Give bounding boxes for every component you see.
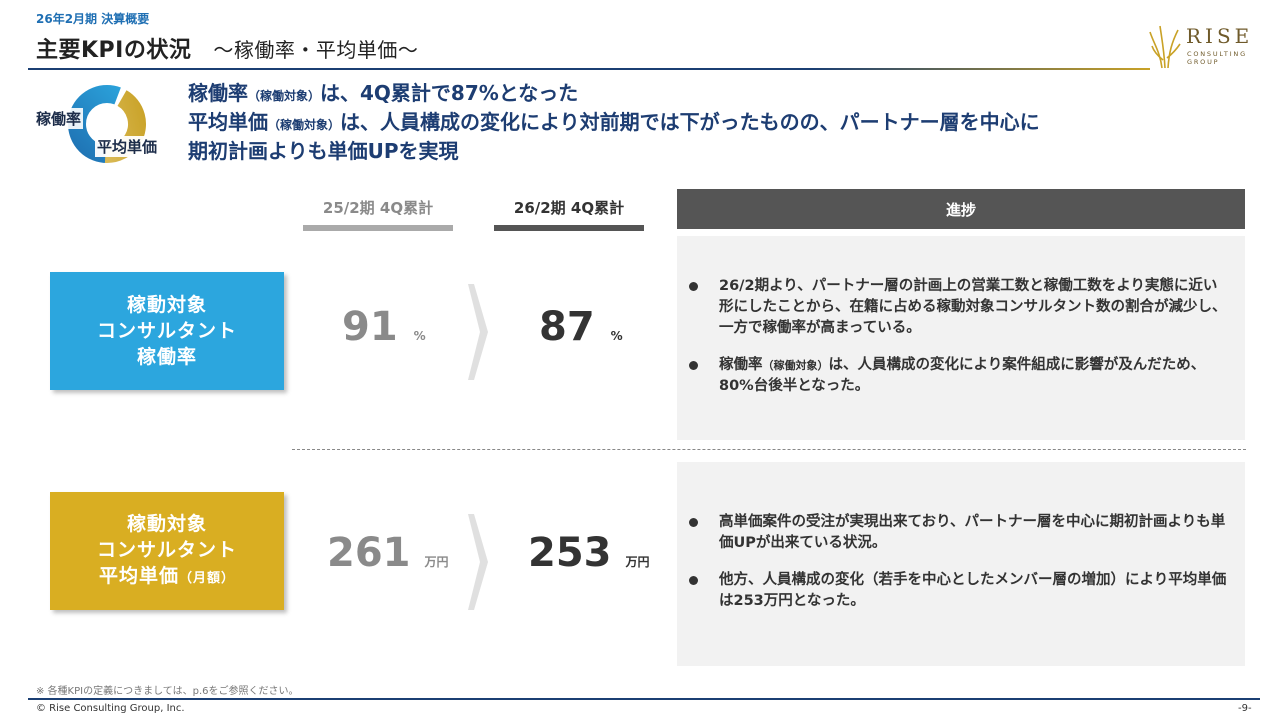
kpi1-bullet-2-b: は、人員構成の変化により案件組成に影響が及んだため、80%台後半となった。 [719, 357, 1206, 394]
kpi1-bullet-2-a: 稼働率 [719, 357, 763, 373]
kpi1-curr-number: 87 [539, 304, 595, 350]
column-header-prev: 25/2期 4Q累計 [322, 199, 434, 217]
kpi1-label-line1: 稼動対象 [126, 294, 207, 316]
footer-rule [28, 698, 1260, 700]
headline-line-1: 稼働率（稼働対象）は、4Q累計で87%となった [188, 80, 1040, 109]
copyright: © Rise Consulting Group, Inc. [36, 703, 185, 714]
logo-subtext-line1: CONSULTING [1187, 50, 1247, 58]
kpi2-prev-unit: 万円 [424, 555, 449, 569]
headline-1b: は、4Q累計で87%となった [320, 81, 579, 105]
kpi2-curr-unit: 万円 [625, 555, 650, 569]
headline-2-small: （稼働対象） [268, 118, 341, 132]
kpi2-bullet-1-text: 高単価案件の受注が実現出来ており、パートナー層を中心に期初計画よりも単価UPが出… [719, 514, 1226, 551]
column-header-progress: 進捗 [677, 189, 1245, 229]
kpi2-curr-number: 253 [528, 530, 612, 576]
kpi1-bullet-1: 26/2期より、パートナー層の計画上の営業工数と稼働工数をより実態に近い形にした… [677, 276, 1231, 339]
kpi-label-unit-price: 稼動対象 コンサルタント 平均単価（月額） [50, 492, 284, 610]
logo-subtext-line2: GROUP [1187, 58, 1220, 66]
page-title: 主要KPIの状況 ～稼働率・平均単価～ [36, 32, 418, 64]
kpi2-label-line1: 稼動対象 [126, 512, 207, 535]
kpi1-bullet-1-text: 26/2期より、パートナー層の計画上の営業工数と稼働工数をより実態に近い形にした… [719, 278, 1227, 336]
kpi2-label-line3-small: （月額） [178, 570, 235, 586]
kpi1-curr-unit: % [610, 329, 623, 343]
rise-logo-icon [1149, 25, 1181, 69]
kpi2-bullet-2: 他方、人員構成の変化（若手を中心としたメンバー層の増加）により平均単価は253万… [677, 570, 1231, 612]
section-kicker: 26年2月期 決算概要 [36, 12, 150, 26]
headline-1a: 稼働率 [188, 81, 248, 105]
kpi2-label-line3: 平均単価（月額） [97, 563, 237, 592]
page-subtitle: ～稼働率・平均単価～ [213, 38, 419, 62]
headline-line-2: 平均単価（稼働対象）は、人員構成の変化により対前期では下がったものの、パートナー… [188, 109, 1040, 138]
kpi2-bullets: 高単価案件の受注が実現出来ており、パートナー層を中心に期初計画よりも単価UPが出… [677, 512, 1245, 612]
logo-wordmark: RISE [1186, 24, 1254, 48]
summary-headline: 稼働率（稼働対象）は、4Q累計で87%となった 平均単価（稼働対象）は、人員構成… [188, 80, 1040, 164]
kpi-label-utilization: 稼動対象 コンサルタント 稼働率 [50, 272, 284, 390]
kpi1-progress-panel: 26/2期より、パートナー層の計画上の営業工数と稼働工数をより実態に近い形にした… [677, 236, 1245, 440]
headline-2a: 平均単価 [188, 110, 268, 134]
arrow-right-icon [468, 514, 488, 610]
page-title-main: 主要KPIの状況 [36, 38, 192, 63]
kpi2-label-line2: コンサルタント [96, 538, 237, 561]
kpi1-bullets: 26/2期より、パートナー層の計画上の営業工数と稼働工数をより実態に近い形にした… [677, 276, 1245, 397]
kpi2-bullet-2-text: 他方、人員構成の変化（若手を中心としたメンバー層の増加）により平均単価は253万… [719, 572, 1227, 609]
header-rule [28, 68, 1150, 70]
kpi1-prev-unit: % [413, 329, 426, 343]
column-bar-curr [494, 225, 644, 231]
arrow-right-icon [468, 284, 488, 380]
headline-line-3: 期初計画よりも単価UPを実現 [188, 139, 459, 163]
kpi2-prev-number: 261 [327, 530, 411, 576]
kpi1-bullet-2-small: （稼働対象） [762, 359, 829, 372]
row-divider [292, 449, 1246, 450]
kpi1-prev-value: 91% [342, 304, 426, 350]
logo-subtext: CONSULTING GROUP [1187, 50, 1247, 66]
kpi2-curr-value: 253 万円 [528, 530, 650, 576]
kpi1-label-line3: 稼働率 [136, 346, 197, 368]
column-bar-prev [303, 225, 453, 231]
kpi2-bullet-1: 高単価案件の受注が実現出来ており、パートナー層を中心に期初計画よりも単価UPが出… [677, 512, 1231, 554]
headline-2b: は、人員構成の変化により対前期では下がったものの、パートナー層を中心に [340, 110, 1040, 134]
page-number: -9- [1238, 703, 1252, 714]
footnote: ※ 各種KPIの定義につきましては、p.6をご参照ください。 [36, 686, 299, 697]
ring-label-unit-price: 平均単価 [95, 136, 160, 157]
kpi2-label-line3-main: 平均単価 [98, 564, 179, 587]
kpi2-prev-value: 261 万円 [327, 530, 449, 576]
kpi1-bullet-2: 稼働率（稼働対象）は、人員構成の変化により案件組成に影響が及んだため、80%台後… [677, 355, 1231, 397]
kpi1-curr-value: 87% [539, 304, 623, 350]
column-header-curr: 26/2期 4Q累計 [513, 199, 625, 217]
ring-label-utilization: 稼働率 [34, 108, 84, 129]
kpi1-label-line2: コンサルタント [96, 320, 237, 342]
headline-1-small: （稼働対象） [248, 89, 321, 103]
kpi2-progress-panel: 高単価案件の受注が実現出来ており、パートナー層を中心に期初計画よりも単価UPが出… [677, 462, 1245, 666]
kpi1-prev-number: 91 [342, 304, 398, 350]
